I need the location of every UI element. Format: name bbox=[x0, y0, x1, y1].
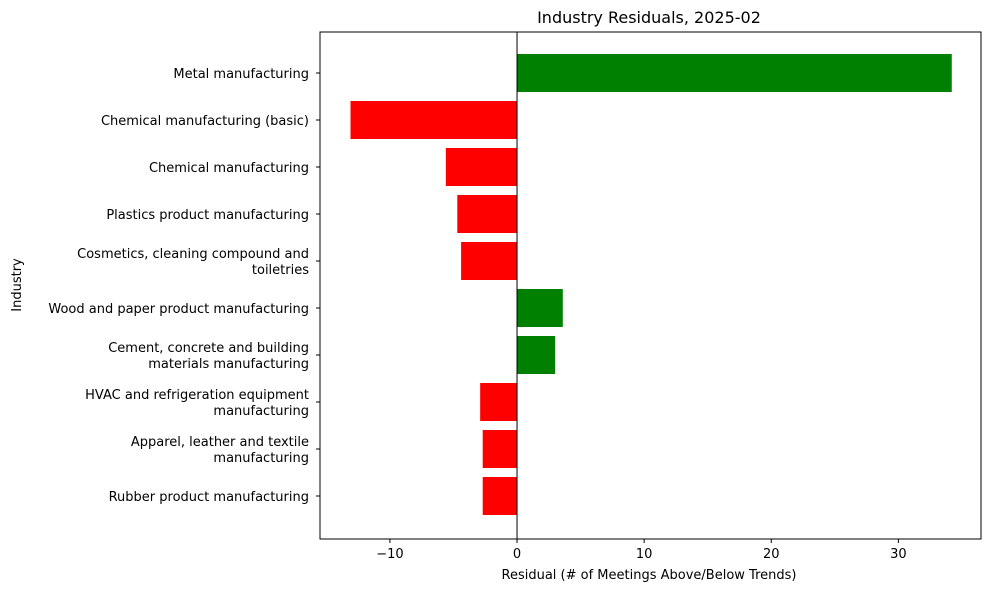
x-tick-label: 10 bbox=[636, 547, 653, 562]
y-tick-label: Metal manufacturing bbox=[173, 67, 309, 82]
y-tick-label: Cosmetics, cleaning compound and toiletri… bbox=[77, 247, 309, 278]
bar bbox=[517, 336, 556, 374]
y-tick-label: Chemical manufacturing bbox=[149, 161, 309, 176]
y-tick-label: HVAC and refrigeration equipment manufact… bbox=[85, 388, 309, 419]
chart-title: Industry Residuals, 2025-02 bbox=[537, 8, 761, 27]
plot-frame bbox=[319, 31, 982, 540]
y-tick-label: Plastics product manufacturing bbox=[106, 208, 309, 223]
y-tick-label: Cement, concrete and building materials m… bbox=[108, 341, 309, 372]
bar bbox=[350, 101, 518, 139]
bar bbox=[445, 148, 518, 186]
bar bbox=[482, 430, 518, 468]
x-axis-label: Residual (# of Meetings Above/Below Tren… bbox=[502, 568, 797, 583]
bar bbox=[482, 477, 518, 515]
x-tick-label: 30 bbox=[890, 547, 907, 562]
y-axis-label: Industry bbox=[10, 258, 25, 312]
y-tick-label: Chemical manufacturing (basic) bbox=[101, 114, 309, 129]
y-tick-label: Wood and paper product manufacturing bbox=[48, 302, 309, 317]
x-axis: −10 0 10 20 30 bbox=[376, 539, 907, 562]
bar bbox=[480, 383, 518, 421]
x-tick-label: −10 bbox=[376, 547, 403, 562]
bar bbox=[461, 242, 518, 280]
x-tick-label: 20 bbox=[763, 547, 780, 562]
x-tick-label: 0 bbox=[513, 547, 521, 562]
y-tick-label: Apparel, leather and textile manufacturin… bbox=[131, 435, 309, 466]
bar bbox=[517, 54, 952, 92]
bar bbox=[457, 195, 518, 233]
y-tick-label: Rubber product manufacturing bbox=[109, 490, 309, 505]
bar bbox=[517, 289, 563, 327]
y-axis: Metal manufacturing Chemical manufacturin… bbox=[48, 67, 320, 505]
bars bbox=[350, 54, 952, 515]
